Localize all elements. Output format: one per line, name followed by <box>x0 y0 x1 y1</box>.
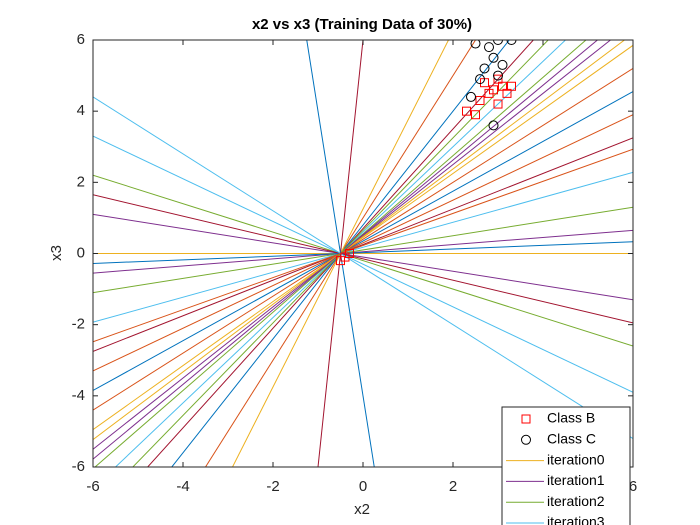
plot-layer <box>93 40 633 467</box>
line <box>93 135 633 393</box>
point <box>484 42 494 53</box>
line <box>132 40 549 467</box>
line <box>93 40 612 450</box>
legend-label: Class B <box>547 410 595 426</box>
line <box>93 40 626 441</box>
line <box>231 40 450 467</box>
x-tick-label: 6 <box>629 478 637 495</box>
line <box>93 229 633 274</box>
line <box>93 114 633 372</box>
legend: Class B Class C iteration0 iteration1 iterat… <box>501 406 631 525</box>
y-tick-label: 6 <box>77 31 85 48</box>
line <box>93 148 633 343</box>
line <box>93 174 633 347</box>
line <box>146 40 535 467</box>
point <box>507 81 516 91</box>
point <box>493 99 503 109</box>
x-axis-label: x2 <box>354 501 370 518</box>
line <box>93 68 633 411</box>
point <box>479 63 490 74</box>
y-tick-label: 2 <box>77 173 85 190</box>
line <box>306 40 375 467</box>
point <box>497 59 508 70</box>
y-tick-label: -2 <box>72 316 85 333</box>
point <box>475 95 485 105</box>
point <box>488 52 499 63</box>
point <box>488 120 499 131</box>
point <box>471 110 480 120</box>
line <box>93 213 633 301</box>
y-tick-label: -4 <box>72 387 85 404</box>
point <box>462 106 471 116</box>
point <box>493 40 503 45</box>
legend-marker <box>521 434 531 445</box>
line <box>204 40 477 467</box>
point <box>493 70 503 81</box>
point <box>489 85 498 95</box>
y-tick-label: -6 <box>72 458 85 475</box>
line <box>93 241 633 264</box>
line <box>171 40 510 467</box>
x-tick-label: 2 <box>449 478 457 495</box>
point <box>345 249 354 258</box>
line <box>93 44 633 431</box>
line <box>114 40 567 467</box>
x-tick-label: -6 <box>86 478 99 495</box>
point <box>466 91 476 102</box>
legend-label: Class C <box>547 431 596 447</box>
line <box>94 40 587 467</box>
legend-label: iteration3 <box>547 514 605 525</box>
x-tick-label: 0 <box>359 478 367 495</box>
y-tick-label: 4 <box>77 102 85 119</box>
legend-label: iteration0 <box>547 451 605 467</box>
point <box>470 40 481 49</box>
y-axis-label: x3 <box>48 245 65 261</box>
chart-title: x2 vs x3 (Training Data of 30%) <box>252 16 472 33</box>
line <box>93 40 599 460</box>
legend-marker <box>521 414 531 424</box>
line <box>93 194 633 324</box>
point <box>506 40 517 45</box>
point <box>475 74 485 85</box>
x-tick-label: -4 <box>176 478 189 495</box>
legend-label: iteration1 <box>547 472 605 488</box>
line <box>93 96 633 439</box>
line <box>93 137 633 352</box>
line <box>93 91 633 391</box>
point <box>336 256 345 266</box>
x-tick-label: -2 <box>266 478 279 495</box>
legend-box <box>501 406 631 525</box>
legend-label: iteration2 <box>547 493 605 509</box>
line <box>93 171 633 323</box>
point <box>493 74 503 84</box>
line <box>93 206 633 294</box>
y-tick-label: 0 <box>77 244 85 261</box>
